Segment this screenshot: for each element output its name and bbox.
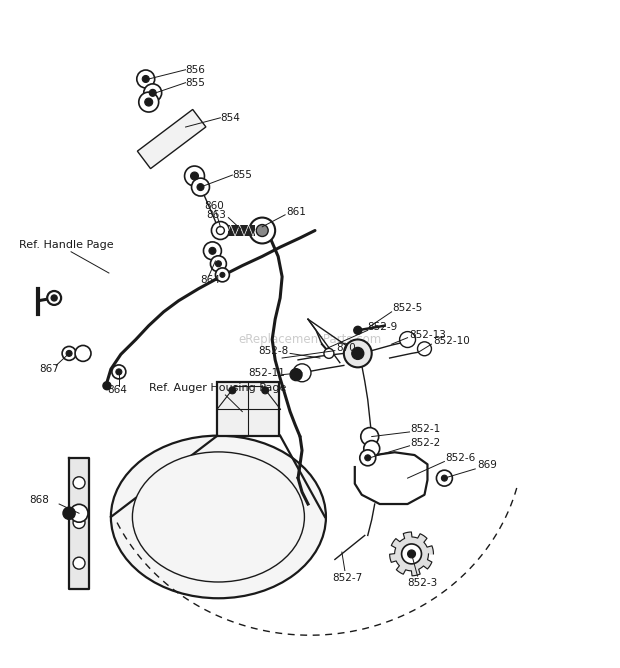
Text: 868: 868 xyxy=(29,495,49,505)
Text: 855: 855 xyxy=(232,170,252,180)
Circle shape xyxy=(209,247,216,255)
Circle shape xyxy=(407,550,415,558)
Circle shape xyxy=(73,516,85,528)
Circle shape xyxy=(361,428,379,446)
Text: 852-7: 852-7 xyxy=(332,573,362,583)
Circle shape xyxy=(63,507,75,519)
Text: 867: 867 xyxy=(39,364,59,374)
Circle shape xyxy=(73,477,85,489)
Circle shape xyxy=(137,70,155,88)
Circle shape xyxy=(116,369,122,375)
Circle shape xyxy=(344,339,372,367)
Circle shape xyxy=(112,365,126,379)
Text: Ref. Handle Page: Ref. Handle Page xyxy=(19,240,114,250)
Circle shape xyxy=(210,256,226,272)
Circle shape xyxy=(139,92,159,112)
Text: 863: 863 xyxy=(206,210,226,220)
Circle shape xyxy=(262,387,268,394)
Circle shape xyxy=(51,295,57,301)
Text: 855: 855 xyxy=(185,77,205,88)
Circle shape xyxy=(142,75,149,82)
Ellipse shape xyxy=(111,436,326,599)
Circle shape xyxy=(256,224,268,236)
Circle shape xyxy=(441,475,448,481)
Circle shape xyxy=(215,268,229,282)
Text: 852-1: 852-1 xyxy=(410,424,441,434)
Circle shape xyxy=(417,342,432,356)
Text: 852-2: 852-2 xyxy=(410,438,441,448)
Text: 854: 854 xyxy=(220,113,241,123)
Bar xyxy=(218,382,279,436)
Circle shape xyxy=(66,351,72,357)
Circle shape xyxy=(364,441,379,456)
Text: 852-13: 852-13 xyxy=(410,330,446,340)
Text: 852-8: 852-8 xyxy=(259,345,288,355)
Circle shape xyxy=(197,184,204,190)
Circle shape xyxy=(216,226,224,234)
Circle shape xyxy=(400,331,415,347)
Circle shape xyxy=(47,291,61,305)
Circle shape xyxy=(365,455,371,461)
Circle shape xyxy=(144,98,153,106)
Circle shape xyxy=(220,273,225,277)
Text: 852-11: 852-11 xyxy=(248,368,285,378)
Polygon shape xyxy=(69,458,89,589)
Text: 869: 869 xyxy=(477,460,497,470)
Circle shape xyxy=(192,178,210,196)
Text: 852-6: 852-6 xyxy=(445,453,476,463)
Circle shape xyxy=(402,544,422,564)
Text: Ref. Auger Housing Page: Ref. Auger Housing Page xyxy=(149,383,286,393)
Text: 856: 856 xyxy=(185,65,205,75)
Text: 860: 860 xyxy=(205,202,224,212)
Circle shape xyxy=(75,345,91,361)
Polygon shape xyxy=(389,532,433,576)
Circle shape xyxy=(103,381,111,389)
Text: 852-9: 852-9 xyxy=(368,321,398,331)
Ellipse shape xyxy=(133,452,304,582)
Circle shape xyxy=(324,349,334,358)
Text: 864: 864 xyxy=(107,385,126,395)
Circle shape xyxy=(249,218,275,243)
Text: 864: 864 xyxy=(200,275,220,285)
Circle shape xyxy=(211,222,229,239)
Circle shape xyxy=(354,327,361,334)
Text: eReplacementParts.com: eReplacementParts.com xyxy=(238,333,382,346)
Circle shape xyxy=(360,450,376,466)
Text: 852-3: 852-3 xyxy=(407,578,438,589)
Polygon shape xyxy=(138,110,206,168)
Circle shape xyxy=(62,347,76,360)
Circle shape xyxy=(149,90,156,96)
Circle shape xyxy=(290,369,302,381)
Circle shape xyxy=(352,347,364,359)
Circle shape xyxy=(215,261,221,267)
Text: 870: 870 xyxy=(336,343,356,353)
Circle shape xyxy=(293,364,311,382)
Circle shape xyxy=(229,387,236,394)
Bar xyxy=(228,225,255,236)
Circle shape xyxy=(144,84,162,102)
Circle shape xyxy=(190,172,198,180)
Circle shape xyxy=(73,557,85,569)
Circle shape xyxy=(436,470,453,486)
Circle shape xyxy=(203,242,221,260)
Text: 852-10: 852-10 xyxy=(433,337,470,347)
Text: 852-5: 852-5 xyxy=(392,303,423,313)
Circle shape xyxy=(70,504,88,522)
Circle shape xyxy=(185,166,205,186)
Text: 861: 861 xyxy=(286,207,306,217)
